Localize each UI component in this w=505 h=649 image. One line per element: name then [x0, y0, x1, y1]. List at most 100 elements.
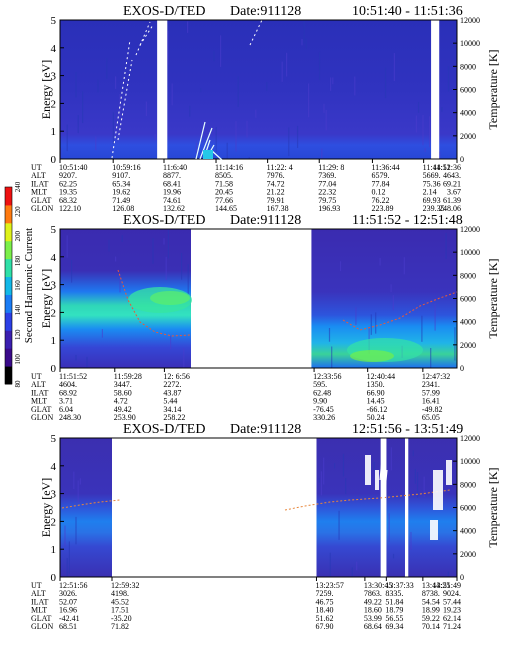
panel-3-features	[61, 449, 452, 540]
ephemeris-value: 79.91	[267, 196, 285, 205]
spectrum-texture	[439, 151, 441, 159]
spectrum-texture	[445, 232, 447, 259]
spectrum-texture	[422, 114, 424, 146]
spectrum-texture	[64, 525, 66, 547]
x-tick-label: 12:51:56	[59, 581, 87, 590]
ephemeris-value: 69.21	[443, 179, 461, 188]
spectrum-texture	[255, 109, 257, 118]
spectrum-texture	[320, 471, 323, 496]
ephemeris-value: 258.22	[163, 413, 185, 422]
ephemeris-value: 68.64	[364, 622, 382, 631]
x-tick-label: 10:51:40	[59, 163, 87, 172]
spectrum-texture	[379, 258, 381, 266]
data-gap	[157, 20, 168, 159]
spectrum-texture	[342, 453, 345, 477]
y-axis-label: Energy [eV]	[39, 60, 53, 119]
ephemeris-value: 18.79	[385, 606, 403, 615]
ephemeris-value: -66.12	[367, 405, 388, 414]
ephemeris-value: 7369.	[318, 171, 336, 180]
ephemeris-value: 7259.	[315, 589, 333, 598]
y-tick-label: 4	[51, 252, 57, 264]
temperature-trace	[135, 21, 151, 56]
spectrum-texture	[296, 125, 299, 148]
spectrum-texture	[119, 93, 121, 117]
ephemeris-value: 45.52	[111, 597, 129, 606]
spectrum-texture	[318, 51, 321, 81]
colorbar-tick-label: 160	[14, 280, 22, 291]
ephemeris-value: 52.07	[59, 597, 77, 606]
panel-2-features	[117, 269, 458, 362]
spectrum-texture	[115, 76, 117, 89]
panel-title: EXOS-D/TED	[123, 4, 205, 19]
spectrum-texture	[145, 101, 147, 117]
temperature-trace	[342, 291, 458, 331]
spectrum-texture	[195, 142, 197, 154]
ephemeris-value: 144.65	[215, 204, 237, 213]
ephemeris-value: 4.72	[114, 397, 128, 406]
ephemeris-value: 17.51	[111, 606, 129, 615]
spectrum-texture	[375, 312, 377, 334]
spectrum-texture	[332, 77, 334, 85]
ephemeris-value: -42.41	[59, 614, 80, 623]
x-tick-label: 12:33:56	[313, 372, 341, 381]
x-tick-label: 11:59:28	[114, 372, 142, 381]
ephemeris-row-label: GLON	[31, 413, 53, 422]
ephemeris-row-label: ALT	[31, 171, 46, 180]
data-segment	[316, 438, 381, 577]
panel-time-range: 11:51:52 - 12:51:48	[352, 213, 463, 228]
ephemeris-value: 2341.	[422, 380, 440, 389]
temperature-trace	[139, 24, 154, 46]
spectrum-texture	[390, 284, 392, 293]
bright-feature	[430, 520, 438, 540]
ephemeris-value: -76.45	[313, 405, 334, 414]
ephemeris-row-label: GLON	[31, 622, 53, 631]
temperature-trace	[379, 449, 384, 481]
y-right-tick-label: 8000	[460, 480, 476, 489]
ephemeris-value: 8335.	[385, 589, 403, 598]
spectrum-texture	[430, 348, 432, 368]
y-tick-label: 4	[51, 43, 57, 55]
spectrum-texture	[189, 105, 191, 117]
y-right-tick-label: 2000	[460, 132, 476, 141]
spectrum-texture	[75, 354, 77, 361]
ephemeris-row-label: UT	[31, 372, 42, 381]
data-gap	[404, 438, 409, 577]
y-axis-right-label: Temperature [K]	[486, 49, 500, 129]
spectrum-texture	[183, 348, 185, 368]
y-right-tick-label: 0	[460, 573, 464, 582]
ephemeris-value: 69.93	[423, 196, 441, 205]
spectrum-texture	[423, 476, 425, 498]
spectrum-texture	[328, 327, 331, 342]
ephemeris-value: 248.06	[439, 204, 461, 213]
spectrum-texture	[288, 127, 290, 157]
spectrum-texture	[110, 146, 112, 152]
colorbar-label: Second Harmonic Current	[23, 228, 35, 343]
spectrum-texture	[393, 53, 395, 82]
panel-date: Date:911128	[230, 4, 301, 19]
spectrum-texture	[71, 260, 73, 283]
spectrum-texture	[206, 145, 208, 155]
spectrum-texture	[95, 136, 97, 151]
spectrum-texture	[181, 253, 183, 280]
y-right-tick-label: 8000	[460, 62, 476, 71]
spectrum-texture	[154, 133, 156, 141]
panel-2: EXOS-D/TED Date:911128 11:51:52 - 12:51:48…	[31, 213, 500, 422]
colorbar-tick-label: 140	[14, 304, 22, 315]
ephemeris-value: 77.04	[318, 179, 336, 188]
spectrum-texture	[163, 238, 165, 245]
spectrum-texture	[86, 356, 88, 368]
ephemeris-value: 19.62	[112, 188, 130, 197]
y-tick-label: 1	[51, 335, 57, 347]
ephemeris-value: 3447.	[114, 380, 132, 389]
ephemeris-value: 70.14	[422, 622, 440, 631]
colorbar-swatch	[5, 187, 12, 206]
ephemeris-value: 49.42	[114, 405, 132, 414]
temperature-trace	[195, 121, 206, 160]
y-tick-label: 5	[51, 15, 57, 27]
spectrum-texture	[441, 107, 443, 112]
data-gap	[380, 438, 387, 577]
spectrum-texture	[370, 314, 372, 335]
spectrum-texture	[79, 478, 81, 485]
spectrum-texture	[121, 235, 123, 242]
spectrum-texture	[75, 72, 77, 98]
